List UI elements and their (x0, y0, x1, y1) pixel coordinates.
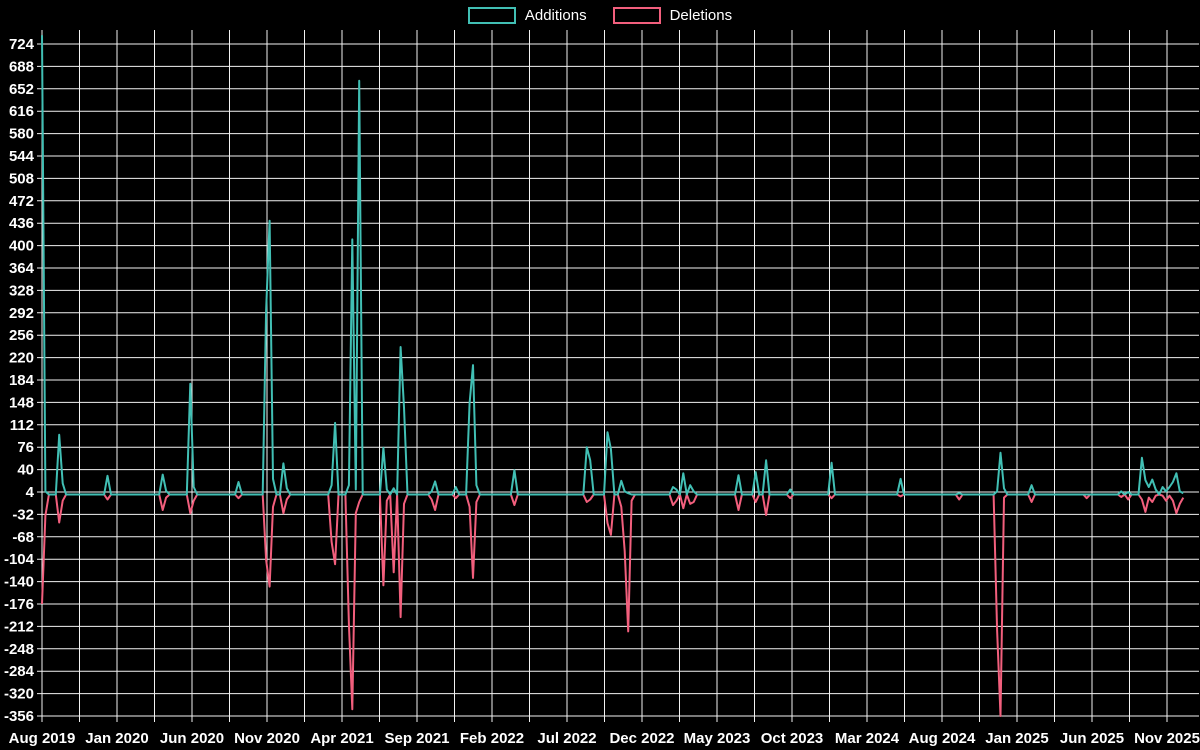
y-axis-tick-label: 724 (9, 36, 35, 53)
y-axis-tick-label: 472 (9, 193, 34, 210)
x-axis-tick-label: May 2023 (684, 730, 751, 747)
additions-line (41, 35, 1184, 496)
y-axis-tick-label: 112 (10, 417, 34, 434)
deletions-swatch-icon (612, 7, 661, 24)
y-axis-tick-label: -32 (12, 506, 34, 523)
x-axis-tick-label: Nov 2025 (1134, 730, 1200, 747)
legend-label-additions: Additions (524, 7, 587, 24)
y-axis-tick-label: 4 (26, 484, 35, 501)
x-axis-tick-label: Mar 2024 (835, 730, 900, 747)
legend-item-deletions[interactable]: Deletions (612, 7, 733, 24)
y-axis-tick-label: 616 (9, 103, 34, 120)
y-axis-tick-label: 256 (9, 327, 34, 344)
y-axis-tick-label: 292 (9, 305, 34, 322)
y-axis-tick-label: 580 (9, 126, 34, 143)
y-axis-tick-label: -284 (4, 663, 35, 680)
y-axis-tick-label: 220 (9, 350, 34, 367)
y-axis-tick-label: -212 (4, 618, 34, 635)
y-axis-tick-label: 148 (9, 394, 34, 411)
y-axis-tick-label: 508 (9, 170, 34, 187)
x-axis-tick-label: Jan 2020 (85, 730, 148, 747)
additions-swatch-icon (467, 7, 516, 24)
x-axis-tick-label: Sep 2021 (384, 730, 449, 747)
y-axis-tick-label: -248 (4, 641, 34, 658)
y-axis-tick-label: -68 (12, 529, 34, 546)
x-axis-tick-label: Jan 2025 (985, 730, 1048, 747)
x-axis-tick-label: Apr 2021 (310, 730, 373, 747)
y-axis-tick-label: 364 (9, 260, 35, 277)
legend-label-deletions: Deletions (669, 7, 733, 24)
y-axis-tick-label: 328 (9, 282, 34, 299)
x-axis-tick-label: Nov 2020 (234, 730, 300, 747)
x-axis-tick-label: Dec 2022 (609, 730, 674, 747)
x-axis-tick-label: Aug 2024 (909, 730, 976, 747)
y-axis-tick-label: 544 (9, 148, 35, 165)
y-axis-tick-label: -176 (4, 596, 34, 613)
y-axis-tick-label: 76 (17, 439, 34, 456)
x-axis-tick-label: Jun 2020 (160, 730, 224, 747)
y-axis-tick-label: -356 (4, 708, 34, 725)
x-axis-tick-label: Jul 2022 (537, 730, 596, 747)
y-axis-tick-label: 688 (9, 58, 34, 75)
x-axis-tick-label: Feb 2022 (460, 730, 524, 747)
y-axis-tick-label: -104 (4, 551, 35, 568)
chart-legend: Additions Deletions (0, 7, 1200, 24)
x-axis-tick-label: Aug 2019 (9, 730, 76, 747)
y-axis-tick-label: -320 (4, 686, 34, 703)
y-axis-tick-label: -140 (4, 574, 34, 591)
y-axis-tick-label: 436 (9, 215, 34, 232)
x-axis-tick-label: Jun 2025 (1060, 730, 1124, 747)
y-axis-tick-label: 184 (9, 372, 35, 389)
y-axis-tick-label: 400 (9, 238, 34, 255)
x-axis-tick-label: Oct 2023 (761, 730, 824, 747)
y-axis-tick-label: 652 (9, 81, 34, 98)
y-axis-tick-label: 40 (17, 462, 34, 479)
legend-item-additions[interactable]: Additions (467, 7, 587, 24)
